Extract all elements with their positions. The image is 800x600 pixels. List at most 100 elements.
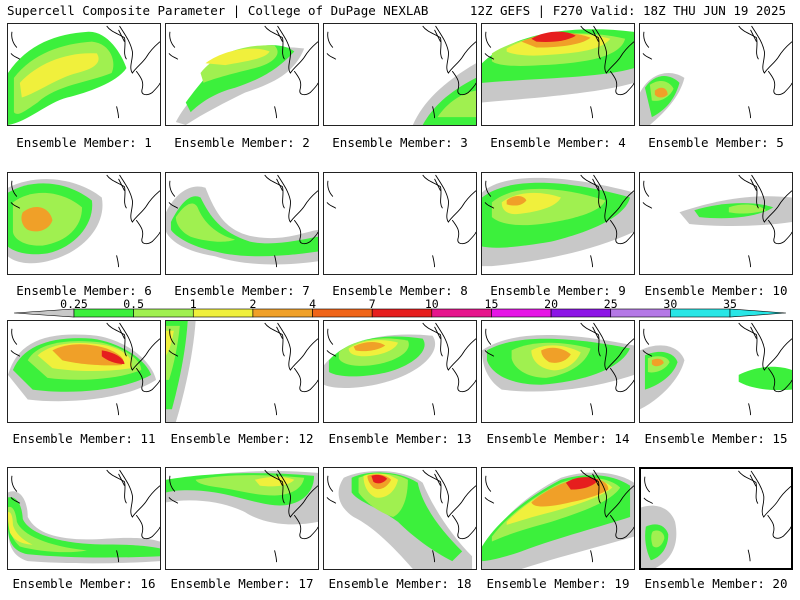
- coastline: [11, 328, 18, 345]
- member-label-7: Ensemble Member: 7: [174, 283, 310, 298]
- coastline: [484, 497, 495, 504]
- coastline: [327, 475, 334, 492]
- coastline: [422, 174, 443, 209]
- scale-tick-label: 1: [189, 297, 197, 311]
- map-panel-18: [323, 467, 477, 570]
- coastline: [767, 514, 791, 539]
- member-label-9: Ensemble Member: 9: [490, 283, 626, 298]
- member-label-3: Ensemble Member: 3: [332, 135, 468, 150]
- coastline: [738, 322, 759, 357]
- map-panel-8: [323, 172, 477, 275]
- river-line: [432, 106, 435, 119]
- map-panel-12: [165, 320, 319, 423]
- map-panel-13: [323, 320, 477, 423]
- river-line: [750, 29, 757, 42]
- river-line: [274, 106, 277, 119]
- coastline: [106, 174, 127, 209]
- scale-arrow-high: [729, 308, 787, 318]
- river-line: [590, 550, 593, 563]
- river-line: [748, 255, 751, 268]
- member-label-11: Ensemble Member: 11: [12, 431, 156, 446]
- coastline: [738, 470, 759, 504]
- coastline: [435, 174, 476, 223]
- scp-shading-red: [565, 477, 599, 490]
- map-panel-4: [481, 23, 635, 126]
- color-scale-bar: [13, 308, 787, 318]
- coastline: [609, 367, 634, 393]
- coastline: [580, 174, 601, 209]
- map-panel-1: [7, 23, 161, 126]
- scale-tick-label: 30: [663, 297, 678, 311]
- coastline: [643, 497, 653, 504]
- coastline: [485, 180, 492, 197]
- scp-shading-yellow: [254, 476, 295, 487]
- river-line: [274, 550, 277, 563]
- scp-shading-red: [531, 31, 576, 42]
- member-label-4: Ensemble Member: 4: [490, 135, 626, 150]
- coastline: [293, 70, 318, 96]
- scp-shading-orange: [541, 347, 571, 363]
- coastline: [169, 328, 176, 345]
- river-line: [749, 474, 757, 487]
- coastline: [435, 25, 476, 74]
- coastline: [451, 70, 476, 96]
- coastline: [10, 497, 21, 504]
- coastline: [10, 202, 21, 209]
- river-line: [276, 326, 283, 339]
- coastline: [326, 497, 337, 504]
- coastline: [609, 70, 634, 96]
- coastline: [326, 53, 337, 60]
- coastline: [135, 70, 160, 96]
- coastline: [169, 180, 176, 197]
- member-label-18: Ensemble Member: 18: [328, 576, 472, 591]
- coastline: [484, 53, 495, 60]
- scp-shading-orange: [654, 87, 668, 98]
- map-panel-20: [639, 467, 793, 570]
- coastline: [264, 25, 285, 60]
- coastline: [10, 53, 21, 60]
- coastline: [293, 514, 318, 540]
- map-panel-6: [7, 172, 161, 275]
- coastline: [277, 469, 318, 518]
- map-panel-11: [7, 320, 161, 423]
- map-panel-5: [639, 23, 793, 126]
- river-line: [276, 473, 283, 486]
- coastline: [327, 328, 334, 345]
- coastline: [326, 202, 337, 209]
- coastline: [422, 25, 443, 60]
- coastline: [119, 322, 160, 371]
- coastline: [135, 514, 160, 540]
- river-line: [432, 403, 435, 416]
- scale-swatch: [491, 308, 552, 318]
- coastline: [169, 31, 176, 48]
- coastline: [326, 350, 337, 357]
- map-panel-7: [165, 172, 319, 275]
- coastline: [11, 180, 18, 197]
- coastline: [485, 475, 492, 492]
- river-line: [434, 29, 441, 42]
- coastline: [277, 322, 318, 371]
- coastline: [435, 469, 476, 518]
- member-label-6: Ensemble Member: 6: [16, 283, 152, 298]
- coastline: [644, 476, 651, 493]
- map-panel-9: [481, 172, 635, 275]
- river-line: [590, 106, 593, 119]
- scp-shading-orange: [353, 341, 386, 352]
- coastline: [264, 322, 285, 357]
- coastline: [750, 470, 791, 518]
- coastline: [484, 350, 495, 357]
- scp-shading-light-green: [437, 90, 476, 118]
- river-line: [274, 255, 277, 268]
- valid-time-label: 12Z GEFS | F270 Valid: 18Z THU JUN 19 20…: [469, 3, 786, 18]
- coastline: [435, 322, 476, 371]
- coastline: [422, 322, 443, 357]
- scp-shading-red: [371, 474, 388, 484]
- scale-tick-label: 35: [723, 297, 737, 311]
- coastline: [277, 25, 318, 74]
- scp-shading-light-green: [728, 204, 767, 214]
- coastline: [264, 469, 285, 504]
- river-line: [432, 550, 435, 563]
- river-line: [116, 550, 119, 563]
- coastline: [767, 367, 792, 393]
- member-label-16: Ensemble Member: 16: [12, 576, 156, 591]
